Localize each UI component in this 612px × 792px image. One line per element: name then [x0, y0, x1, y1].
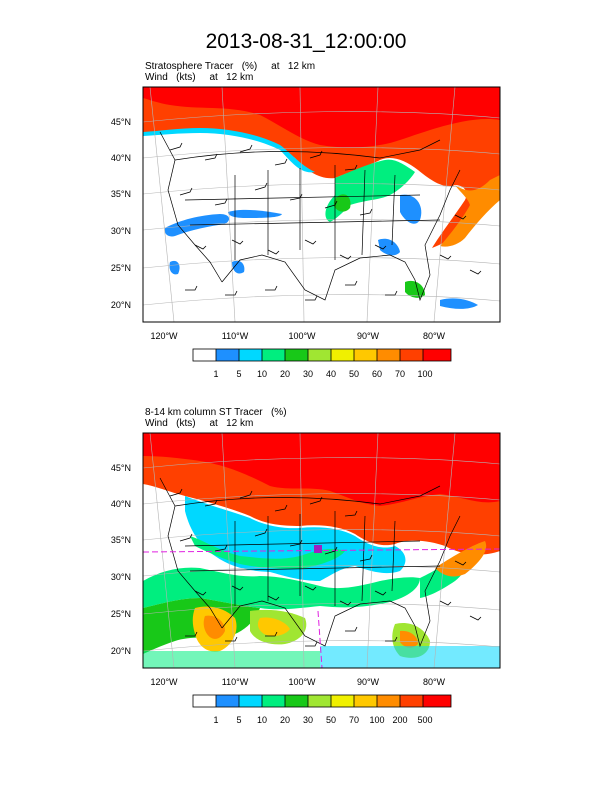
panel-2-colorbar-label: 70: [349, 715, 359, 725]
panel-1-colorbar-label: 100: [417, 369, 432, 379]
panel-1-colorbar: [192, 348, 452, 362]
panel-2-colorbar-box: [377, 695, 400, 707]
panel-1-lon-label: 80°W: [423, 331, 446, 341]
panel-1-colorbar-label: 1: [213, 369, 218, 379]
panel-1-colorbar-box: [193, 349, 216, 361]
panel-1-colorbar-label: 50: [349, 369, 359, 379]
panel-2-lat-label: 20°N: [111, 646, 131, 656]
panel-1-colorbar-label: 20: [280, 369, 290, 379]
panel-2-map-frame: [142, 432, 501, 669]
panel-2-lat-label: 35°N: [111, 535, 131, 545]
panel-2-colorbar-label: 30: [303, 715, 313, 725]
panel-1-colorbar-box: [423, 349, 451, 361]
panel-1-colorbar-box: [331, 349, 354, 361]
panel-2-map: 45°N 40°N 35°N 30°N 25°N 20°N 120°W 110°…: [111, 432, 501, 725]
panel-1-lon-label: 100°W: [288, 331, 316, 341]
panel-1-lat-label: 40°N: [111, 153, 131, 163]
panel-1-colorbar-label: 30: [303, 369, 313, 379]
panel-2-title: 8-14 km column ST Tracer (%): [145, 407, 287, 418]
panel-2-colorbar-box: [262, 695, 285, 707]
panel-2-map-area: [143, 433, 500, 668]
panel-2-colorbar-box: [423, 695, 451, 707]
panel-2-colorbar-label: 500: [417, 715, 432, 725]
panel-1-map: 45°N 40°N 35°N 30°N 25°N 20°N 120°W 110°…: [111, 86, 501, 379]
panel-1-colorbar-box: [308, 349, 331, 361]
panel-2-colorbar-box: [308, 695, 331, 707]
panel-2-colorbar-box: [285, 695, 308, 707]
panel-2-colorbar-box: [239, 695, 262, 707]
main-title: 2013-08-31_12:00:00: [205, 30, 407, 53]
panel-2-lon-label: 90°W: [357, 677, 380, 687]
panel-1-colorbar-label: 5: [236, 369, 241, 379]
panel-2-colorbar-box: [354, 695, 377, 707]
panel-2-colorbar-label: 100: [369, 715, 384, 725]
panel-2-subtitle: Wind (kts) at 12 km: [145, 418, 254, 429]
panel-2-colorbar-label: 1: [213, 715, 218, 725]
panel-1-subtitle: Wind (kts) at 12 km: [145, 72, 254, 83]
panel-1-lat-label: 45°N: [111, 117, 131, 127]
panel-1-colorbar-box: [239, 349, 262, 361]
panel-1-map-frame: [142, 86, 501, 323]
panel-1-colorbar-label: 10: [257, 369, 267, 379]
panel-1-title: Stratosphere Tracer (%) at 12 km: [145, 61, 316, 72]
panel-2-colorbar-box: [216, 695, 239, 707]
panel-1-colorbar-label: 40: [326, 369, 336, 379]
panel-2-lon-label: 80°W: [423, 677, 446, 687]
panel-2-lat-label: 45°N: [111, 463, 131, 473]
panel-2-colorbar-box: [193, 695, 216, 707]
panel-1-map-area: [143, 87, 500, 322]
panel-1-colorbar-box: [262, 349, 285, 361]
panel-1-colorbar-box: [354, 349, 377, 361]
panel-1-colorbar-label: 60: [372, 369, 382, 379]
panel-1-colorbar-box: [400, 349, 423, 361]
panel-1-colorbar-box: [216, 349, 239, 361]
panel-1-lat-label: 25°N: [111, 263, 131, 273]
panel-2-colorbar-label: 50: [326, 715, 336, 725]
panel-2-lat-label: 40°N: [111, 499, 131, 509]
panel-1-colorbar-box: [285, 349, 308, 361]
panel-2-lat-label: 25°N: [111, 609, 131, 619]
panel-2-lon-label: 120°W: [150, 677, 178, 687]
panel-1-colorbar-box: [377, 349, 400, 361]
panel-2-colorbar-box: [400, 695, 423, 707]
panel-2-lon-label: 100°W: [288, 677, 316, 687]
panel-1-colorbar-label: 70: [395, 369, 405, 379]
panel-2-colorbar-label: 20: [280, 715, 290, 725]
panel-2-colorbar-label: 10: [257, 715, 267, 725]
panel-2-colorbar-label: 200: [392, 715, 407, 725]
panel-2-colorbar-box: [331, 695, 354, 707]
panel-2-lat-label: 30°N: [111, 572, 131, 582]
panel-1-lat-label: 35°N: [111, 189, 131, 199]
panel-1-lat-label: 20°N: [111, 300, 131, 310]
panel-2-colorbar-label: 5: [236, 715, 241, 725]
panel-2-colorbar: [192, 694, 452, 708]
panel-1-lon-label: 110°W: [222, 331, 249, 341]
panel-1-lat-label: 30°N: [111, 226, 131, 236]
panel-2-lon-label: 110°W: [222, 677, 249, 687]
panel-1-lon-label: 120°W: [150, 331, 178, 341]
panel-1-lon-label: 90°W: [357, 331, 380, 341]
